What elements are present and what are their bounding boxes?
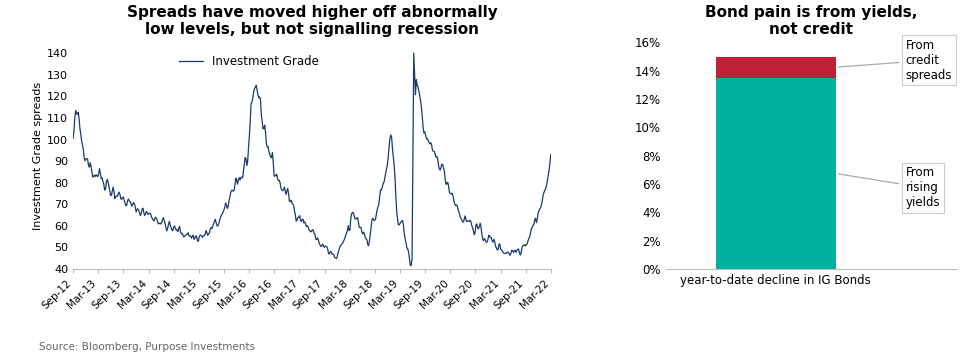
Investment Grade bbox=[390, 195, 402, 200]
Investment Grade bbox=[408, 51, 419, 55]
Bar bbox=[716, 57, 836, 78]
Investment Grade bbox=[545, 152, 557, 156]
Investment Grade bbox=[67, 136, 79, 141]
Investment Grade bbox=[401, 241, 412, 245]
Text: Source: Bloomberg, Purpose Investments: Source: Bloomberg, Purpose Investments bbox=[39, 342, 255, 353]
Bar bbox=[716, 78, 836, 269]
Title: Bond pain is from yields,
not credit: Bond pain is from yields, not credit bbox=[705, 5, 916, 37]
Investment Grade bbox=[405, 263, 416, 268]
Investment Grade bbox=[172, 230, 183, 234]
Text: From
credit
spreads: From credit spreads bbox=[838, 39, 952, 82]
Title: Spreads have moved higher off abnormally
low levels, but not signalling recessio: Spreads have moved higher off abnormally… bbox=[127, 5, 497, 37]
Investment Grade bbox=[118, 195, 130, 199]
Investment Grade bbox=[239, 161, 251, 165]
Investment Grade bbox=[170, 226, 181, 230]
Line: Investment Grade: Investment Grade bbox=[73, 53, 551, 266]
Legend: Investment Grade: Investment Grade bbox=[175, 51, 324, 73]
Y-axis label: Investment Grade spreads: Investment Grade spreads bbox=[33, 82, 43, 230]
Text: From
rising
yields: From rising yields bbox=[838, 166, 940, 209]
